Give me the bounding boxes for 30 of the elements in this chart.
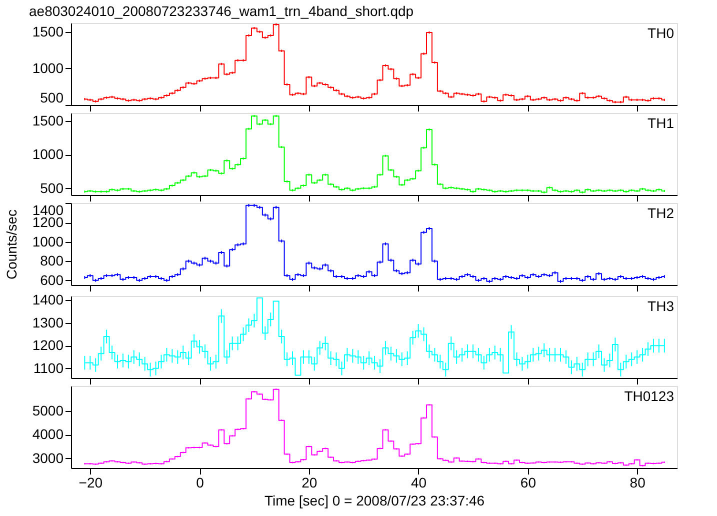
text: TH1 xyxy=(648,115,674,131)
x-axis-title: Time [sec] 0 = 2008/07/23 23:37:46 xyxy=(264,492,485,508)
y-tick-label: 5000 xyxy=(32,402,64,418)
y-tick-label: 500 xyxy=(40,180,64,196)
text: TH3 xyxy=(648,298,674,314)
y-tick-label: 4000 xyxy=(32,426,64,442)
y-tick-label: 1400 xyxy=(32,292,64,308)
y-tick-label: 1500 xyxy=(32,23,64,40)
y-tick-label: 1000 xyxy=(32,233,64,250)
x-tick-label: 60 xyxy=(520,474,536,490)
chart-title: ae803024010_20080723233746_wam1_trn_4band_short.qdp xyxy=(29,2,414,19)
y-tick-label: 600 xyxy=(40,272,64,288)
y-tick-label: 500 xyxy=(40,90,64,106)
y-tick-label: 3000 xyxy=(32,450,64,466)
x-tick-label: 0 xyxy=(196,474,204,490)
y-tick-label: 800 xyxy=(40,252,64,269)
x-tick-label: −20 xyxy=(78,474,103,490)
y-tick-label: 1000 xyxy=(32,60,64,76)
y-tick-label: 1500 xyxy=(32,112,64,128)
x-tick-label: 40 xyxy=(411,474,427,490)
x-tick-label: 20 xyxy=(302,474,318,490)
x-tick-label: 80 xyxy=(630,474,646,490)
y-tick-label: 1200 xyxy=(32,337,64,354)
text: TH2 xyxy=(648,205,674,221)
y-tick-label: 1100 xyxy=(33,360,64,376)
y-tick-label: 1300 xyxy=(32,314,64,330)
text: TH0 xyxy=(648,25,674,41)
y-axis-title: Counts/sec xyxy=(4,209,20,280)
y-tick-label: 1000 xyxy=(32,146,64,162)
text: TH0123 xyxy=(624,388,674,404)
